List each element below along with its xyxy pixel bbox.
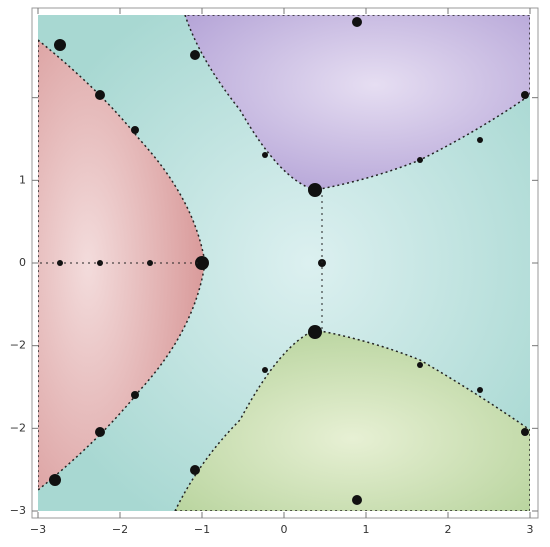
y-tick-label: −2 xyxy=(10,421,26,434)
basin-purple xyxy=(184,15,530,191)
x-tick-label: −3 xyxy=(30,523,46,536)
basin-red xyxy=(38,39,206,491)
fractal xyxy=(38,15,530,511)
x-tick-label: −1 xyxy=(194,523,210,536)
y-tick-label: 0 xyxy=(19,256,26,269)
y-tick-label: 1 xyxy=(19,173,26,186)
y-tick-label: −2 xyxy=(10,339,26,352)
x-tick-label: −2 xyxy=(112,523,128,536)
x-tick-label: 0 xyxy=(281,523,288,536)
x-tick-label: 2 xyxy=(445,523,452,536)
julia-points xyxy=(49,17,529,505)
y-tick-label: −3 xyxy=(10,504,26,517)
x-tick-label: 3 xyxy=(527,523,534,536)
x-tick-label: 1 xyxy=(363,523,370,536)
